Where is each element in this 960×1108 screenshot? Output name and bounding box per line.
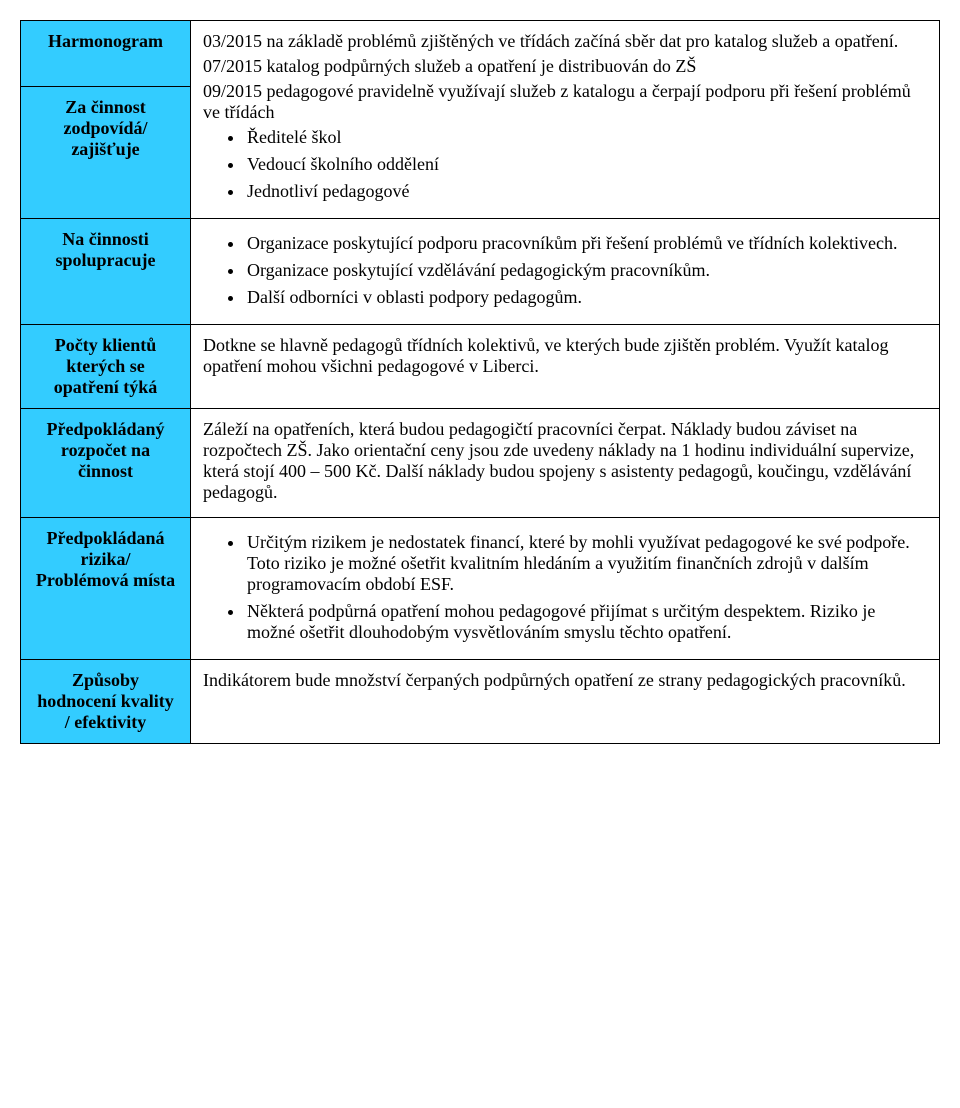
document-table: Harmonogram 03/2015 na základě problémů z… <box>20 20 940 744</box>
row-label: Předpokládaný rozpočet na činnost <box>21 409 191 518</box>
row-label: Počty klientů kterých se opatření týká <box>21 325 191 409</box>
bullet-list: Organizace poskytující podporu pracovník… <box>203 233 927 308</box>
row-label: Předpokládaná rizika/ Problémová místa <box>21 518 191 660</box>
table-row: Na činnosti spolupracuje Organizace posky… <box>21 219 940 325</box>
row-label: Na činnosti spolupracuje <box>21 219 191 325</box>
table-row: Předpokládaný rozpočet na činnostZáleží … <box>21 409 940 518</box>
bullet-item: Další odborníci v oblasti podpory pedago… <box>245 287 927 308</box>
bullet-list: Ředitelé škol Vedoucí školního oddělení Je… <box>203 127 927 202</box>
row-content: 03/2015 na základě problémů zjištěných v… <box>191 21 940 219</box>
row-label: Harmonogram <box>21 21 191 87</box>
paragraph: 03/2015 na základě problémů zjištěných v… <box>203 31 927 52</box>
bullet-item: Organizace poskytující vzdělávání pedago… <box>245 260 927 281</box>
table-row: Předpokládaná rizika/ Problémová místa Ur… <box>21 518 940 660</box>
table-body: Harmonogram 03/2015 na základě problémů z… <box>21 21 940 744</box>
row-content: Indikátorem bude množství čerpaných podp… <box>191 660 940 744</box>
bullet-item: Určitým rizikem je nedostatek financí, k… <box>245 532 927 595</box>
bullet-item: Některá podpůrná opatření mohou pedagogo… <box>245 601 927 643</box>
paragraph: 09/2015 pedagogové pravidelně využívají … <box>203 81 927 123</box>
bullet-item: Organizace poskytující podporu pracovník… <box>245 233 927 254</box>
table-row: Způsoby hodnocení kvality / efektivity In… <box>21 660 940 744</box>
row-content: Určitým rizikem je nedostatek financí, k… <box>191 518 940 660</box>
paragraph: Záleží na opatřeních, která budou pedago… <box>203 419 927 503</box>
bullet-item: Vedoucí školního oddělení <box>245 154 927 175</box>
table-row: Harmonogram 03/2015 na základě problémů z… <box>21 21 940 87</box>
row-content: Dotkne se hlavně pedagogů třídních kolek… <box>191 325 940 409</box>
table-row: Počty klientů kterých se opatření týká Do… <box>21 325 940 409</box>
paragraph: Dotkne se hlavně pedagogů třídních kolek… <box>203 335 927 377</box>
paragraph: Indikátorem bude množství čerpaných podp… <box>203 670 927 691</box>
row-content: Záleží na opatřeních, která budou pedago… <box>191 409 940 518</box>
bullet-item: Jednotliví pedagogové <box>245 181 927 202</box>
bullet-list: Určitým rizikem je nedostatek financí, k… <box>203 532 927 643</box>
paragraph: 07/2015 katalog podpůrných služeb a opat… <box>203 56 927 77</box>
row-label: Za činnost zodpovídá/ zajišťuje <box>21 87 191 219</box>
row-content: Organizace poskytující podporu pracovník… <box>191 219 940 325</box>
bullet-item: Ředitelé škol <box>245 127 927 148</box>
row-label: Způsoby hodnocení kvality / efektivity <box>21 660 191 744</box>
